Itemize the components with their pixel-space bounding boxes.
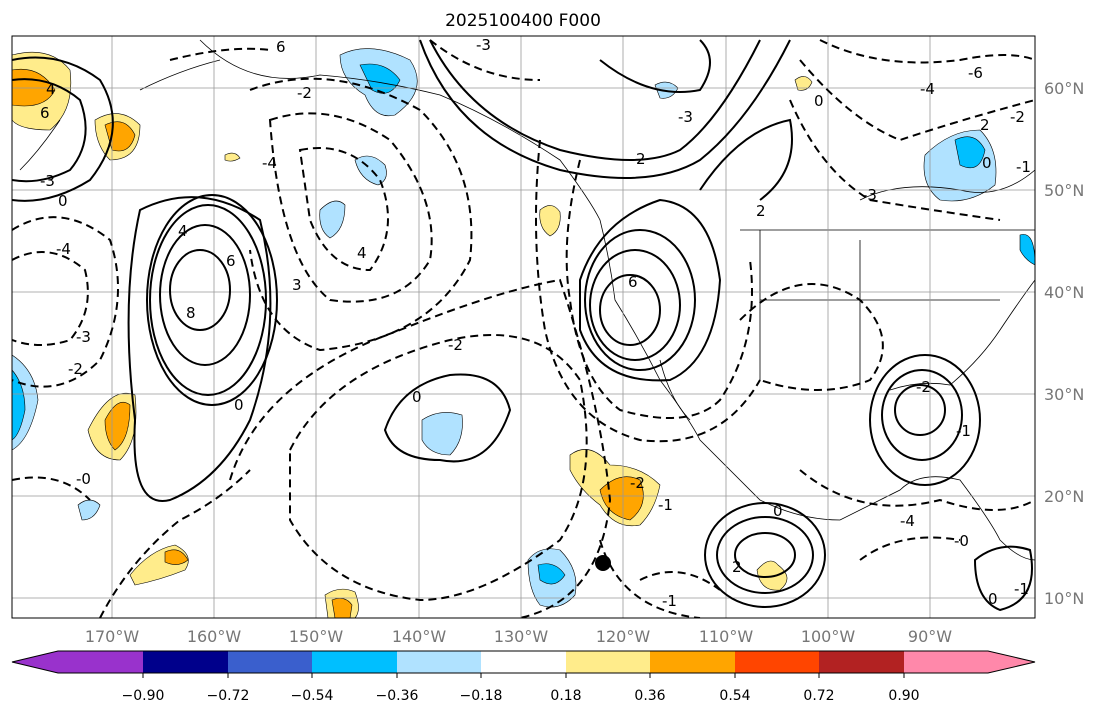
contour-label: 0 <box>58 192 68 210</box>
lon-tick: 130°W <box>494 627 549 646</box>
colorbar-segment <box>735 651 819 673</box>
colorbar-segment <box>143 651 228 673</box>
colorbar-tick: 0.36 <box>634 688 665 704</box>
contour-label: -2 <box>1010 108 1025 126</box>
colorbar-tick: 0.90 <box>888 688 919 704</box>
colorbar-segment <box>566 651 650 673</box>
lat-tick: 60°N <box>1044 79 1084 98</box>
contour-label: -1 <box>662 592 677 610</box>
contour-label: 2 <box>636 150 646 168</box>
gridlines <box>12 36 1035 618</box>
contour-label: -3 <box>40 172 55 190</box>
colorbar-tick: −0.18 <box>460 688 503 704</box>
contour-label: -0 <box>76 470 91 488</box>
colorbar-tick: −0.72 <box>207 688 250 704</box>
contour-label: -4 <box>900 512 915 530</box>
contour-label: -1 <box>1014 580 1029 598</box>
colorbar-segment <box>650 651 735 673</box>
lon-tick: 110°W <box>699 627 754 646</box>
contour-label: -2 <box>297 84 312 102</box>
lon-tick: 100°W <box>801 627 856 646</box>
contour-label: -4 <box>56 240 71 258</box>
contour-label: -1 <box>956 422 971 440</box>
contour-label: 2 <box>756 202 766 220</box>
colorbar-extend-max <box>904 651 1035 673</box>
colorbar-tick: 0.18 <box>550 688 581 704</box>
contour-label: -4 <box>262 154 277 172</box>
contour-label: 6 <box>226 252 236 270</box>
contour-label: -2 <box>68 360 83 378</box>
latitude-ticks: 60°N 50°N 40°N 30°N 20°N 10°N <box>1044 79 1084 608</box>
negative-contours <box>12 39 1035 618</box>
colorbar-segment <box>819 651 904 673</box>
contour-label: -3 <box>862 186 877 204</box>
contour-label: 6 <box>40 104 50 122</box>
lon-tick: 150°W <box>289 627 344 646</box>
positive-contours <box>12 39 1033 612</box>
colorbar-segment <box>228 651 312 673</box>
colorbar-tick: −0.54 <box>291 688 334 704</box>
colorbar-segment <box>481 651 566 673</box>
contour-label: 4 <box>178 222 188 240</box>
contour-labels: 6 -3 4 6 -4 -3 -2 0 4 6 8 -4 -3 -2 0 3 -… <box>40 36 1031 610</box>
colorbar-segment <box>312 651 397 673</box>
map-frame <box>11 35 1036 619</box>
lon-tick: 170°W <box>85 627 140 646</box>
contour-label: -4 <box>920 80 935 98</box>
colorbar-extend-min <box>12 651 143 673</box>
lat-tick: 50°N <box>1044 181 1084 200</box>
contour-label: -2 <box>630 474 645 492</box>
lat-tick: 30°N <box>1044 385 1084 404</box>
contour-label: -0 <box>954 532 969 550</box>
lon-tick: 90°W <box>908 627 952 646</box>
lat-tick: 20°N <box>1044 487 1084 506</box>
contour-label: 6 <box>628 273 638 291</box>
lon-tick: 140°W <box>392 627 447 646</box>
contour-label: 6 <box>276 38 286 56</box>
contour-label: -6 <box>968 64 983 82</box>
contour-label: -3 <box>76 328 91 346</box>
contour-label: -3 <box>678 108 693 126</box>
contour-label: 0 <box>982 154 992 172</box>
colorbar-segment <box>397 651 481 673</box>
contour-label: 3 <box>292 276 302 294</box>
contour-label: -3 <box>476 36 491 54</box>
lat-tick: 40°N <box>1044 283 1084 302</box>
colorbar <box>11 650 1036 678</box>
lat-tick: 10°N <box>1044 589 1084 608</box>
black-dot-marker <box>595 555 611 571</box>
contour-label: -2 <box>916 378 931 396</box>
contour-label: 8 <box>186 304 196 322</box>
map-title: 2025100400 F000 <box>445 11 601 31</box>
contour-label: 4 <box>46 80 56 98</box>
contour-label: 4 <box>357 244 367 262</box>
contour-label: -1 <box>658 496 673 514</box>
colorbar-tick: 0.72 <box>803 688 834 704</box>
longitude-ticks: 170°W 160°W 150°W 140°W 130°W 120°W 110°… <box>85 627 952 646</box>
lon-tick: 120°W <box>596 627 651 646</box>
contour-label: 0 <box>773 502 783 520</box>
contour-label: 0 <box>234 396 244 414</box>
contour-label: 2 <box>980 116 990 134</box>
colorbar-tick: 0.54 <box>719 688 750 704</box>
contour-label: 0 <box>814 92 824 110</box>
contour-label: 0 <box>412 388 422 406</box>
colorbar-tick: −0.90 <box>122 688 165 704</box>
map-area: 6 -3 4 6 -4 -3 -2 0 4 6 8 -4 -3 -2 0 3 -… <box>12 36 1035 618</box>
contour-label: 2 <box>732 558 742 576</box>
lon-tick: 160°W <box>187 627 242 646</box>
colorbar-tick: −0.36 <box>376 688 419 704</box>
contour-label: -1 <box>1016 158 1031 176</box>
contour-label: 0 <box>988 590 998 608</box>
contour-label: -2 <box>448 336 463 354</box>
colorbar-outline <box>11 650 1036 674</box>
colorbar-ticks: −0.90 −0.72 −0.54 −0.36 −0.18 0.18 0.36 … <box>122 688 920 704</box>
